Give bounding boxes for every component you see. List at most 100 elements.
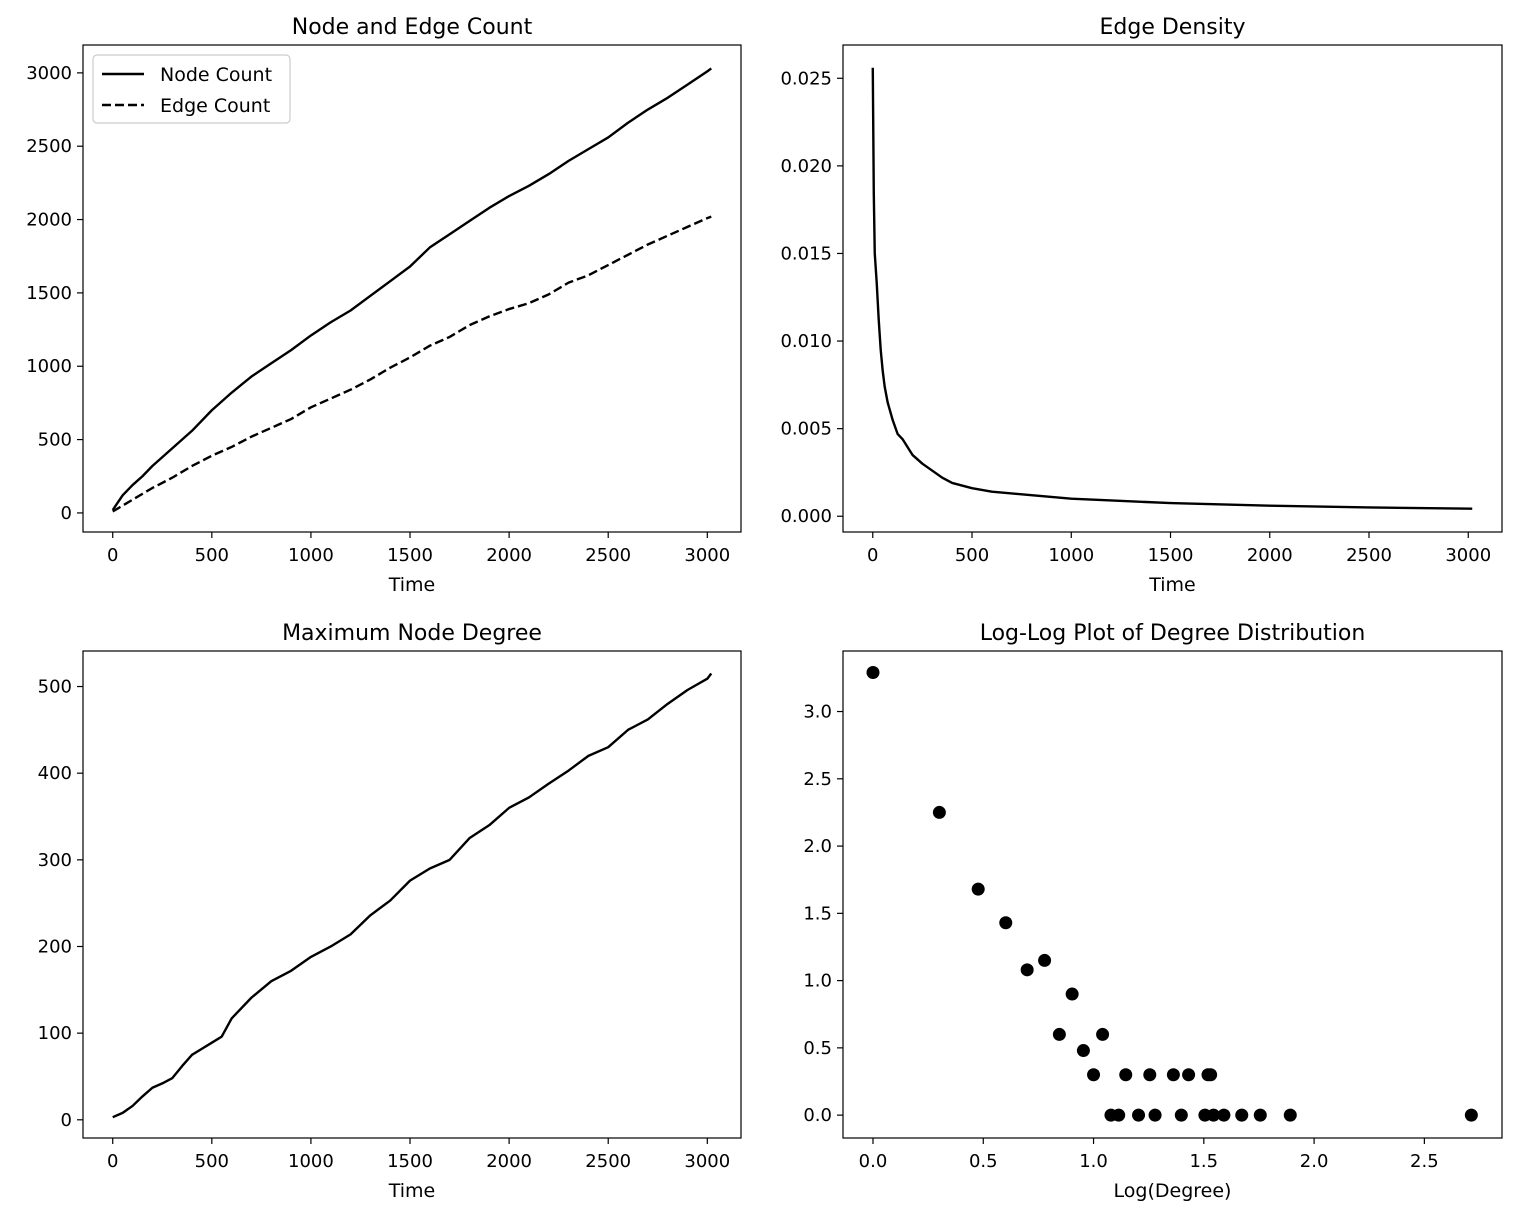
x-tick-label: 2000: [1247, 545, 1293, 566]
scatter-point: [971, 882, 985, 896]
scatter-point: [1235, 1108, 1249, 1122]
y-tick-label: 400: [38, 763, 72, 784]
y-tick-label: 200: [38, 936, 72, 957]
scatter-point: [1143, 1068, 1157, 1082]
scatter-point: [1052, 1027, 1066, 1041]
scatter-point: [1217, 1108, 1231, 1122]
scatter-point: [1204, 1068, 1218, 1082]
y-tick-label: 0.000: [780, 506, 832, 527]
y-tick-label: 2.5: [803, 769, 832, 790]
series-line-1: [112, 672, 713, 1119]
x-tick-label: 0.0: [859, 1151, 888, 1172]
scatter-point: [866, 666, 880, 680]
x-tick-label: 2.5: [1410, 1151, 1439, 1172]
y-tick-label: 2500: [26, 136, 72, 157]
x-tick-label: 1.0: [1079, 1151, 1108, 1172]
y-tick-label: 0.5: [803, 1038, 832, 1059]
axes-frame: [82, 44, 742, 533]
legend-label: Edge Count: [160, 95, 270, 117]
y-tick-label: 2000: [26, 210, 72, 231]
y-tick-label: 500: [38, 430, 72, 451]
x-tick-label: 0: [107, 1151, 118, 1172]
scatter-point: [1174, 1108, 1188, 1122]
x-tick-label: 500: [195, 1151, 229, 1172]
series-line-edge-count: [112, 215, 712, 513]
x-tick-label: 1500: [1148, 545, 1194, 566]
x-axis-label: Log(Degree): [1114, 1180, 1232, 1202]
x-tick-label: 2500: [1346, 545, 1392, 566]
y-tick-label: 500: [38, 677, 72, 698]
y-tick-label: 0.015: [780, 243, 832, 264]
x-tick-label: 2000: [486, 545, 532, 566]
y-tick-label: 0: [61, 503, 72, 524]
y-tick-label: 1000: [26, 356, 72, 377]
scatter-point: [1065, 987, 1079, 1001]
legend-label: Node Count: [160, 64, 272, 86]
scatter-point: [1207, 1108, 1221, 1122]
x-tick-label: 0.5: [969, 1151, 998, 1172]
x-axis-label: Time: [388, 574, 436, 596]
y-tick-label: 300: [38, 850, 72, 871]
scatter-point: [1119, 1068, 1133, 1082]
scatter-point: [1020, 963, 1034, 977]
y-tick-label: 1.5: [803, 903, 832, 924]
y-tick-label: 100: [38, 1023, 72, 1044]
scatter-point: [1076, 1044, 1090, 1058]
scatter-point: [999, 916, 1013, 930]
axes-frame: [842, 650, 1503, 1139]
y-tick-label: 0.020: [780, 156, 832, 177]
x-axis-label: Time: [1148, 574, 1196, 596]
x-tick-label: 3000: [684, 545, 730, 566]
x-tick-label: 1500: [387, 1151, 433, 1172]
x-tick-label: 0: [867, 545, 878, 566]
scatter-point: [1464, 1108, 1478, 1122]
y-tick-label: 0.0: [803, 1105, 832, 1126]
y-tick-label: 0: [61, 1110, 72, 1131]
series-line-node-count: [111, 67, 712, 511]
scatter-point: [1038, 953, 1052, 967]
x-tick-label: 3000: [684, 1151, 730, 1172]
axes-frame: [842, 44, 1503, 533]
scatter-point: [1283, 1108, 1297, 1122]
x-tick-label: 1000: [288, 1151, 334, 1172]
subplot-title: Edge Density: [1100, 15, 1246, 40]
subplot-title: Maximum Node Degree: [282, 621, 542, 646]
plot-area: [866, 666, 1478, 1122]
x-tick-label: 1500: [387, 545, 433, 566]
y-tick-label: 0.025: [780, 68, 832, 89]
y-tick-label: 0.005: [780, 419, 832, 440]
scatter-point: [1096, 1027, 1110, 1041]
subplot-2: Edge Density Time 0 500 1000 1500 2000 2500 3000…: [780, 15, 1503, 596]
x-tick-label: 500: [955, 545, 989, 566]
scatter-point: [1182, 1068, 1196, 1082]
y-tick-label: 0.010: [780, 331, 832, 352]
y-tick-label: 1500: [26, 283, 72, 304]
scatter-point: [1148, 1108, 1162, 1122]
plot-area: [111, 67, 712, 513]
x-tick-label: 2500: [585, 1151, 631, 1172]
scatter-point: [1087, 1068, 1101, 1082]
axes-frame: [82, 650, 742, 1139]
x-tick-label: 1000: [288, 545, 334, 566]
y-tick-label: 3000: [26, 63, 72, 84]
subplot-title: Log-Log Plot of Degree Distribution: [980, 621, 1366, 646]
y-tick-label: 2.0: [803, 836, 832, 857]
scatter-point: [932, 805, 946, 819]
subplot-4: Log-Log Plot of Degree Distribution Log(D…: [803, 621, 1503, 1202]
x-tick-label: 500: [195, 545, 229, 566]
x-tick-label: 2000: [486, 1151, 532, 1172]
x-tick-label: 3000: [1445, 545, 1491, 566]
x-tick-label: 2500: [585, 545, 631, 566]
scatter-point: [1132, 1108, 1146, 1122]
x-tick-label: 0: [107, 545, 118, 566]
x-tick-label: 1.5: [1189, 1151, 1218, 1172]
subplot-title: Node and Edge Count: [292, 15, 533, 40]
plot-area: [112, 672, 713, 1119]
series-line-1: [871, 67, 1473, 510]
scatter-point: [1166, 1068, 1180, 1082]
subplot-1: Node and Edge Count Time 0 500 1000 1500 2000 2…: [26, 15, 742, 596]
